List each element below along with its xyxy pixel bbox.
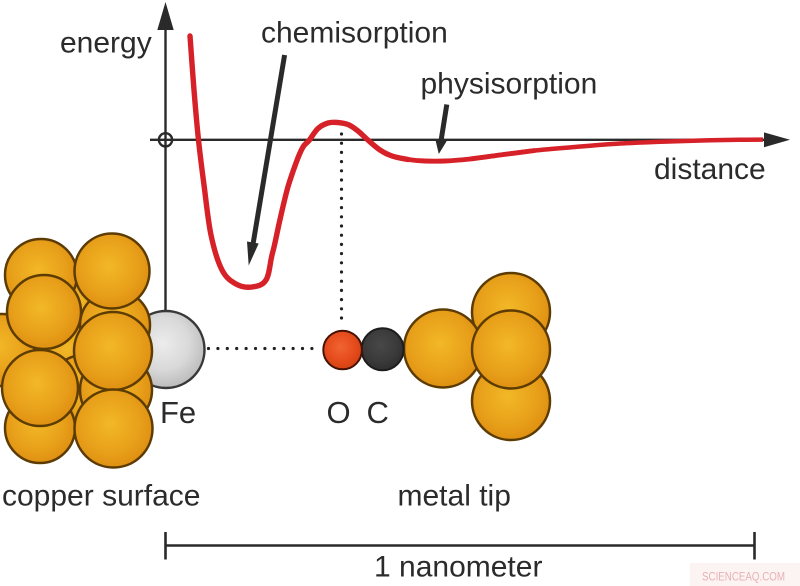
svg-text:metal tip: metal tip [398,480,511,513]
svg-text:physisorption: physisorption [421,68,598,101]
svg-text:Fe: Fe [160,395,196,430]
svg-text:C: C [367,395,389,430]
svg-text:copper surface: copper surface [2,480,200,513]
svg-text:energy: energy [60,27,152,60]
svg-text:chemisorption: chemisorption [261,16,448,49]
svg-text:distance: distance [654,153,766,186]
svg-text:O: O [327,395,351,430]
svg-text:SCIENCEAQ.COM: SCIENCEAQ.COM [702,570,785,584]
svg-text:1 nanometer: 1 nanometer [374,551,542,584]
